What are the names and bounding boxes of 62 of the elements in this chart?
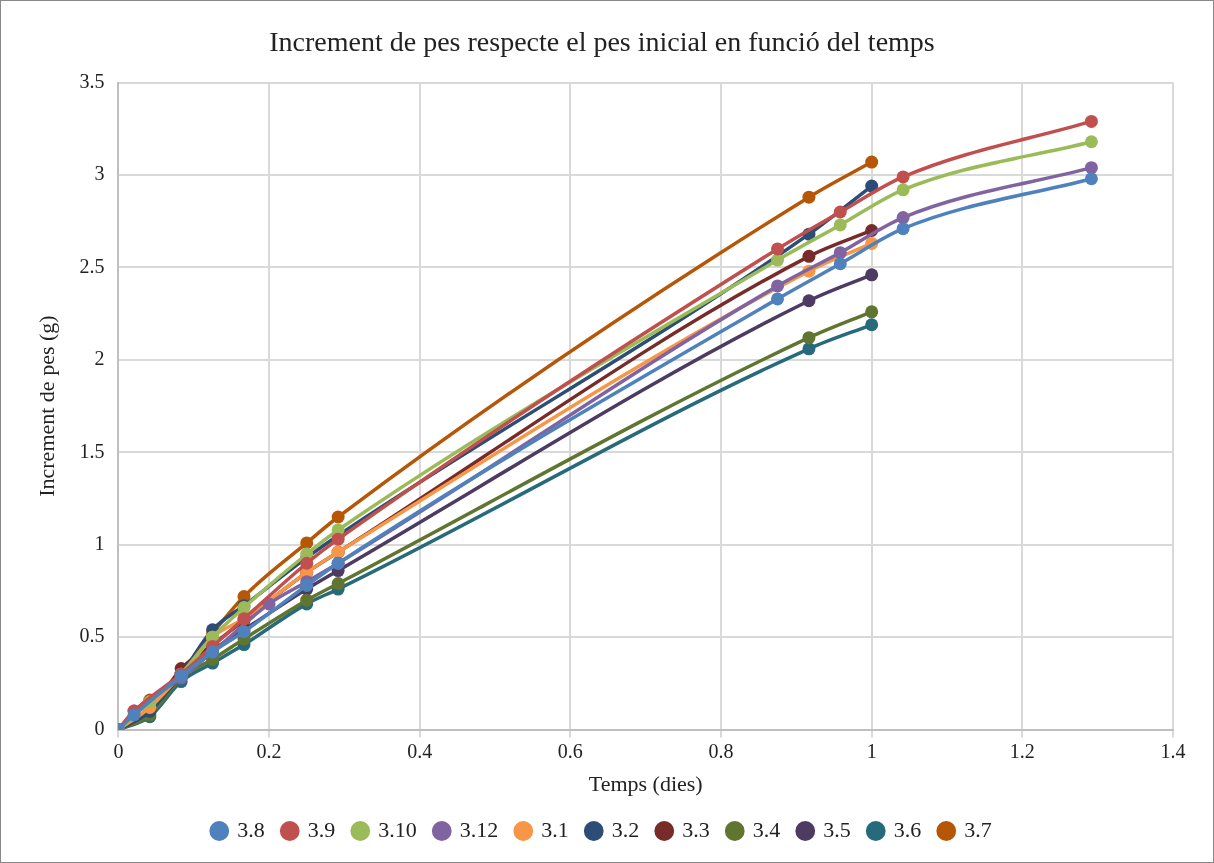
point — [802, 342, 816, 356]
point — [300, 536, 314, 550]
legend-label: 3.12 — [459, 816, 499, 842]
point — [802, 249, 816, 263]
y-tick-label: 0.5 — [79, 624, 105, 647]
point — [771, 242, 785, 256]
legend-label: 3.1 — [541, 816, 569, 842]
chart-title: Increment de pes respecte el pes inicial en funció del temps — [269, 26, 935, 58]
point — [833, 218, 847, 232]
legend-label: 3.4 — [752, 816, 781, 842]
point — [802, 190, 816, 204]
x-tick-label: 0.2 — [256, 739, 282, 762]
point — [771, 292, 785, 306]
x-tick-label: 0 — [113, 739, 124, 762]
legend-label: 3.7 — [964, 816, 992, 842]
point — [802, 294, 816, 308]
x-tick-label: 1.4 — [1160, 739, 1186, 762]
y-tick-label: 2.5 — [79, 254, 105, 277]
point — [331, 577, 345, 591]
point — [1084, 172, 1098, 186]
point — [1084, 135, 1098, 149]
y-tick-label: 3.5 — [79, 69, 105, 92]
point — [331, 532, 345, 546]
legend-label: 3.2 — [611, 816, 640, 842]
point — [833, 257, 847, 271]
point — [896, 170, 910, 184]
x-tick-label: 1.2 — [1009, 739, 1035, 762]
y-tick-label: 0 — [94, 716, 105, 739]
point — [771, 253, 785, 267]
point — [833, 246, 847, 260]
point — [771, 279, 785, 293]
legend-label: 3.6 — [893, 816, 922, 842]
point — [865, 155, 879, 169]
y-tick-label: 1.5 — [79, 439, 105, 462]
point — [896, 211, 910, 225]
y-axis-title: Increment de pes (g) — [33, 315, 59, 497]
point — [896, 222, 910, 236]
point — [802, 331, 816, 345]
legend-label: 3.5 — [823, 816, 851, 842]
point — [833, 205, 847, 219]
x-tick-label: 1 — [866, 739, 877, 762]
y-tick-label: 1 — [94, 531, 105, 554]
legend-label: 3.8 — [237, 816, 265, 842]
point — [127, 708, 141, 722]
x-tick-label: 0.8 — [708, 739, 734, 762]
point — [865, 268, 879, 282]
point — [865, 318, 879, 332]
x-tick-label: 0.4 — [407, 739, 433, 762]
point — [896, 183, 910, 197]
point — [1084, 114, 1098, 128]
point — [300, 593, 314, 607]
point — [1084, 161, 1098, 175]
legend-label: 3.3 — [682, 816, 710, 842]
point — [331, 510, 345, 524]
y-tick-label: 3 — [94, 162, 105, 185]
x-tick-label: 0.6 — [557, 739, 583, 762]
legend-label: 3.9 — [307, 816, 336, 842]
x-axis-title: Temps (dies) — [588, 770, 703, 796]
y-tick-label: 2 — [94, 347, 105, 370]
point — [865, 305, 879, 319]
point — [300, 556, 314, 570]
legend-label: 3.10 — [378, 816, 417, 842]
